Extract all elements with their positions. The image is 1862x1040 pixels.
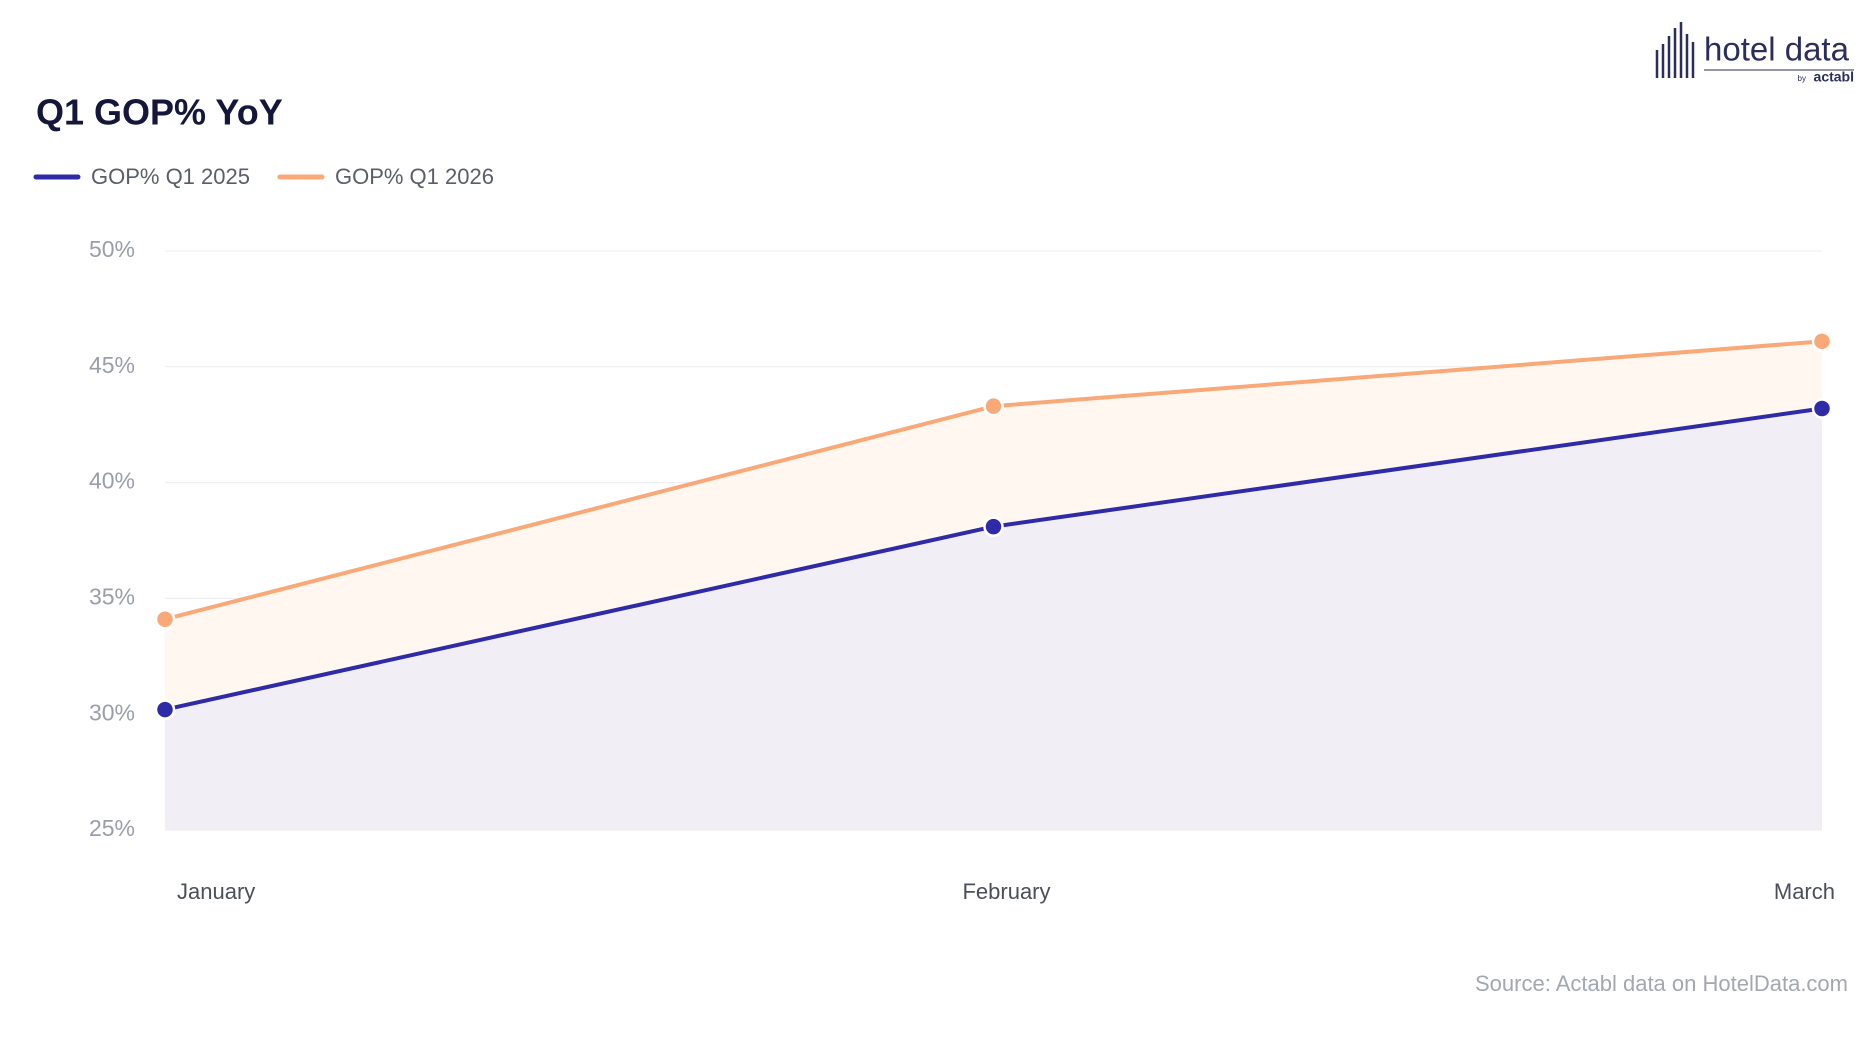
area xyxy=(165,408,1822,830)
y-tick-label: 45% xyxy=(89,352,135,378)
point xyxy=(1811,331,1833,352)
logo-icon xyxy=(1655,22,1695,78)
point xyxy=(154,608,176,630)
y-tick-label: 25% xyxy=(89,815,135,841)
x-tick-label: March xyxy=(1774,879,1835,904)
chart-title: Q1 GOP% YoY xyxy=(36,92,283,133)
logo-by: by xyxy=(1798,74,1806,83)
x-tick-label: February xyxy=(962,879,1050,904)
y-tick-label: 50% xyxy=(89,236,135,262)
point xyxy=(1811,398,1833,419)
y-tick-label: 30% xyxy=(89,699,135,725)
logo-text: hotel data xyxy=(1704,31,1850,68)
legend-label: GOP% Q1 2026 xyxy=(335,164,494,189)
y-tick-label: 40% xyxy=(89,468,135,494)
point xyxy=(983,516,1004,537)
point xyxy=(983,395,1004,417)
source-note: Source: Actabl data on HotelData.com xyxy=(1475,971,1848,996)
point xyxy=(154,699,176,720)
legend-label: GOP% Q1 2025 xyxy=(91,164,250,189)
x-tick-label: January xyxy=(177,879,255,904)
logo-brand: actabl xyxy=(1814,69,1854,85)
logo: hotel data by actabl xyxy=(1655,22,1854,85)
y-tick-label: 35% xyxy=(89,583,135,609)
